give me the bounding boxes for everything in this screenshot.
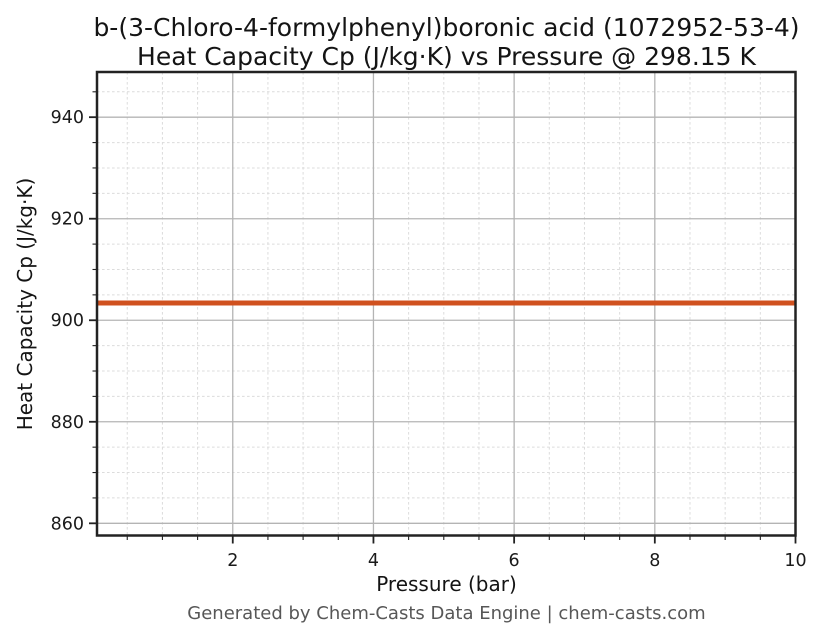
y-tick-label: 940: [51, 108, 84, 128]
chart-title-line-2: Heat Capacity Cp (J/kg·K) vs Pressure @ …: [137, 42, 756, 71]
plot-border: [95, 70, 797, 537]
chart-title-line-1: b-(3-Chloro-4-formylphenyl)boronic acid …: [93, 13, 800, 42]
x-tick-label: 10: [784, 551, 806, 571]
x-tick-label: 6: [509, 551, 520, 571]
y-axis-label: Heat Capacity Cp (J/kg·K): [13, 177, 37, 431]
y-tick-label: 880: [51, 413, 84, 433]
x-tick-label: 8: [649, 551, 660, 571]
y-tick-label: 920: [51, 210, 84, 230]
x-tick-label: 4: [368, 551, 379, 571]
footer-credit: Generated by Chem-Casts Data Engine | ch…: [187, 603, 706, 624]
x-tick-label: 2: [227, 551, 238, 571]
x-axis-label: Pressure (bar): [376, 572, 517, 596]
y-tick-label: 900: [51, 311, 84, 331]
chart-title: b-(3-Chloro-4-formylphenyl)boronic acid …: [70, 13, 823, 71]
y-tick-label: 860: [51, 514, 84, 534]
